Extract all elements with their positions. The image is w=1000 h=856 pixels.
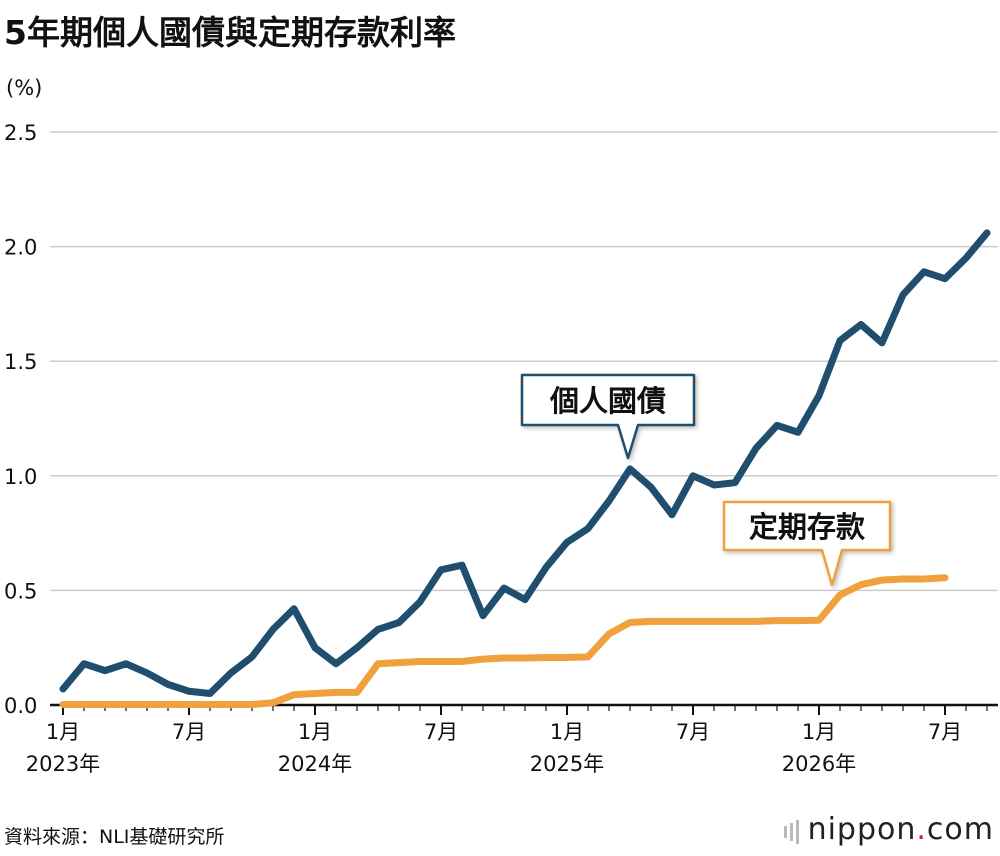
callout-bond-text: 個人國債 (549, 384, 666, 418)
x-tick-labels: 1月 2023年 7月 1月 2024年 7月 1月 2025年 7月 1月 2026年 7月 (26, 705, 988, 776)
y-tick-label: 2.5 (4, 121, 37, 145)
y-unit-label: (%) (6, 76, 43, 100)
x-tick-month: 1月 (298, 720, 332, 744)
y-tick-label: 0.0 (4, 694, 37, 718)
x-tick-year: 2025年 (530, 752, 604, 776)
source-note: 資料來源：NLI基礎研究所 (4, 826, 225, 848)
x-tick-month: 7月 (172, 720, 206, 744)
x-tick-month: 7月 (928, 720, 962, 744)
nippon-logo: nippon.com (783, 812, 994, 848)
x-tick-year: 2024年 (278, 752, 352, 776)
y-tick-label: 0.5 (4, 579, 37, 603)
y-tick-label: 2.0 (4, 236, 37, 260)
callout-bond: 個人國債 (520, 373, 696, 460)
x-tick-year: 2023年 (26, 752, 100, 776)
chart-title: 5年期個人國債與定期存款利率 (4, 13, 456, 52)
series-line-1 (59, 574, 949, 709)
x-tick-month: 1月 (550, 720, 584, 744)
x-tick-month: 1月 (46, 720, 80, 744)
y-tick-labels: 0.0 0.5 1.0 1.5 2.0 2.5 (4, 121, 37, 718)
x-tick-month: 1月 (802, 720, 836, 744)
x-tick-month: 7月 (424, 720, 458, 744)
series-line-0 (59, 229, 991, 698)
x-tick-year: 2026年 (782, 752, 856, 776)
callout-deposit-text: 定期存款 (749, 510, 866, 544)
bars-icon (783, 813, 802, 848)
y-tick-label: 1.5 (4, 350, 37, 374)
callout-deposit: 定期存款 (722, 500, 892, 587)
y-tick-label: 1.0 (4, 465, 37, 489)
x-tick-month: 7月 (676, 720, 710, 744)
series-lines (59, 229, 991, 709)
